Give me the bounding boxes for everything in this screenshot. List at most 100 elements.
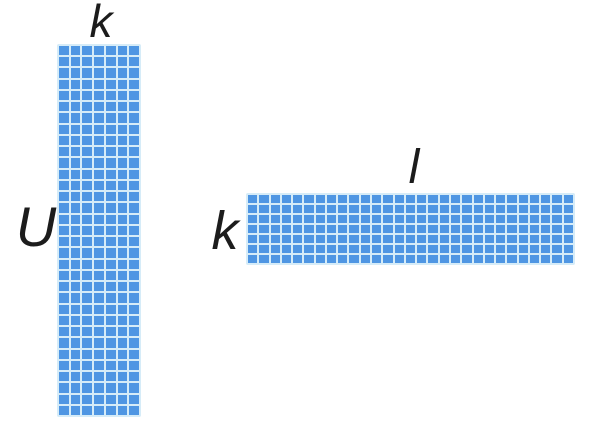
matrix-cell [94, 158, 104, 168]
matrix-cell [552, 255, 562, 263]
matrix-cell [529, 235, 540, 243]
matrix-cell [518, 245, 528, 253]
matrix-cell [473, 195, 483, 203]
matrix-cell [59, 315, 69, 326]
matrix-cell [383, 255, 393, 263]
matrix-cell [326, 245, 337, 253]
matrix-cell [462, 225, 472, 233]
matrix-cell [417, 205, 427, 213]
matrix-cell [59, 113, 69, 123]
matrix-cell [326, 205, 337, 213]
matrix-cell [315, 235, 325, 243]
matrix-cell [129, 270, 139, 281]
matrix-cell [94, 304, 104, 314]
matrix-cell [82, 135, 93, 146]
matrix-cell [59, 293, 69, 303]
matrix-cell [383, 195, 393, 203]
matrix-cell [129, 79, 139, 89]
matrix-cell [129, 248, 139, 258]
matrix-cell [82, 225, 93, 236]
matrix-cell [129, 259, 139, 269]
matrix-cell [94, 383, 104, 393]
matrix-cell [372, 225, 382, 233]
matrix-cell [105, 360, 116, 371]
matrix-cell [59, 304, 69, 314]
matrix-cell [496, 205, 506, 213]
matrix-cell [315, 225, 325, 233]
matrix-cell [117, 259, 128, 269]
matrix-cell [394, 255, 404, 263]
matrix-cell [450, 215, 461, 223]
matrix-cell [105, 372, 116, 382]
matrix-cell [552, 225, 562, 233]
matrix-cell [82, 203, 93, 213]
matrix-cell [270, 205, 280, 213]
matrix-cell [304, 215, 314, 223]
matrix-cell [439, 205, 449, 213]
matrix-cell [70, 282, 81, 292]
matrix-cell [293, 205, 303, 213]
matrix-cell [439, 235, 449, 243]
matrix-cell [372, 215, 382, 223]
matrix-cell [94, 225, 104, 236]
matrix-cell [59, 90, 69, 101]
matrix-cell [541, 195, 551, 203]
matrix-cell [82, 124, 93, 134]
matrix-cell [105, 383, 116, 393]
matrix-cell [59, 124, 69, 134]
matrix-cell [94, 349, 104, 359]
matrix-cell [59, 259, 69, 269]
matrix-cell [117, 293, 128, 303]
matrix-cell [82, 158, 93, 168]
matrix-cell [270, 245, 280, 253]
matrix-cell [349, 195, 359, 203]
matrix-cell [349, 215, 359, 223]
matrix-cell [248, 215, 258, 223]
matrix-cell [484, 225, 495, 233]
matrix-cell [484, 195, 495, 203]
matrix-cell [428, 205, 438, 213]
label-u: U [15, 195, 57, 258]
matrix-cell [105, 259, 116, 269]
matrix-cell [94, 282, 104, 292]
matrix-cell [59, 214, 69, 224]
matrix-cell [129, 214, 139, 224]
matrix-cell [563, 215, 573, 223]
matrix-cell [439, 255, 449, 263]
matrix-cell [129, 102, 139, 112]
matrix-cell [270, 255, 280, 263]
matrix-cell [293, 235, 303, 243]
matrix-cell [105, 338, 116, 348]
matrix-cell [507, 255, 517, 263]
matrix-cell [129, 68, 139, 78]
matrix-cell [281, 235, 292, 243]
matrix-cell [541, 235, 551, 243]
matrix-cell [105, 158, 116, 168]
matrix-cell [563, 205, 573, 213]
matrix-cell [117, 282, 128, 292]
matrix-cell [59, 405, 69, 415]
matrix-cell [94, 270, 104, 281]
matrix-cell [372, 255, 382, 263]
matrix-cell [94, 90, 104, 101]
matrix-cell [70, 68, 81, 78]
matrix-cell [439, 195, 449, 203]
matrix-cell [82, 259, 93, 269]
matrix-cell [117, 192, 128, 202]
label-k-left: k [211, 201, 239, 261]
matrix-cell [552, 235, 562, 243]
matrix-cell [326, 235, 337, 243]
matrix-cell [129, 372, 139, 382]
matrix-cell [70, 169, 81, 179]
matrix-cell [117, 180, 128, 191]
matrix-cell [259, 245, 269, 253]
matrix-cell [496, 215, 506, 223]
matrix-cell [259, 195, 269, 203]
matrix-cell [304, 235, 314, 243]
matrix-cell [129, 203, 139, 213]
matrix-cell [105, 169, 116, 179]
matrix-cell [417, 215, 427, 223]
matrix-cell [563, 245, 573, 253]
matrix-cell [349, 245, 359, 253]
